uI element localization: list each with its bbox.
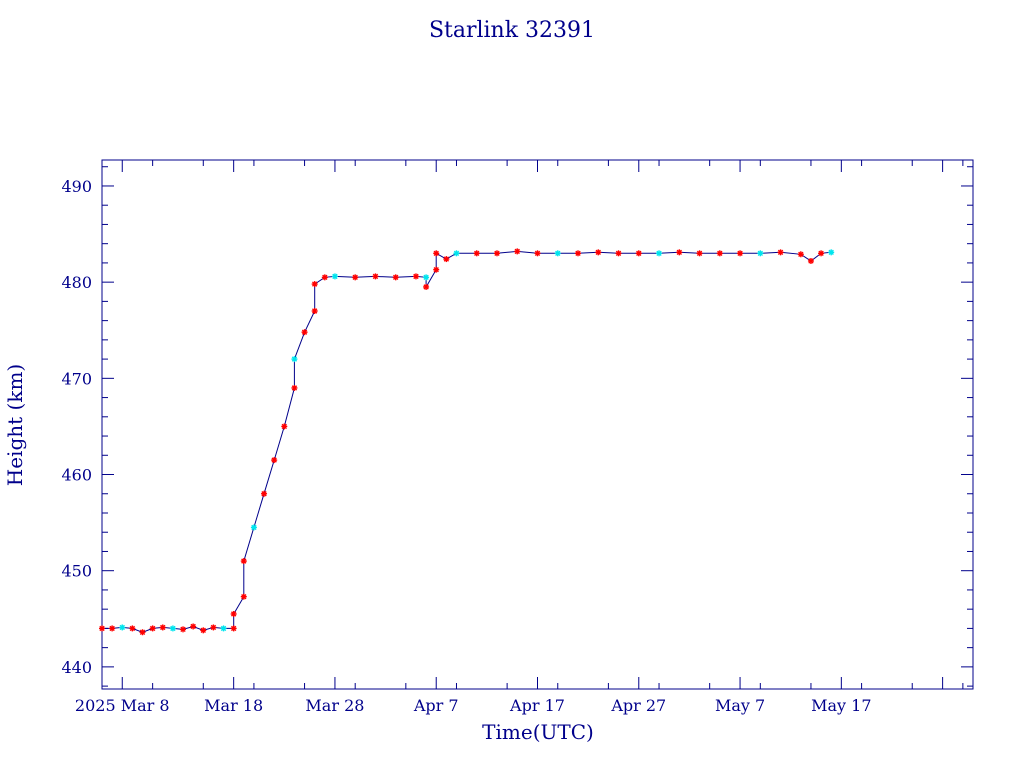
x-tick-label: Mar 18 xyxy=(204,696,263,715)
data-point xyxy=(200,627,207,634)
tick-label-group: 2025 Mar 8 Mar 18 Mar 28 Apr 7 Apr 17 Apr 27 M… xyxy=(61,177,871,715)
x-tick-label: Apr 7 xyxy=(413,696,459,715)
data-point xyxy=(311,308,318,315)
y-tick-label: 460 xyxy=(61,466,92,485)
data-point xyxy=(291,384,298,391)
data-point xyxy=(190,623,197,630)
data-point xyxy=(635,250,642,257)
data-point xyxy=(392,274,399,281)
data-point xyxy=(281,423,288,430)
y-tick-label: 440 xyxy=(61,658,92,677)
data-point xyxy=(595,249,602,256)
data-point xyxy=(615,250,622,257)
data-point xyxy=(119,624,126,631)
data-point xyxy=(372,273,379,280)
data-point xyxy=(230,610,237,617)
x-tick-label: Apr 17 xyxy=(509,696,565,715)
x-tick-label: 2025 Mar 8 xyxy=(75,696,170,715)
data-point xyxy=(240,593,247,600)
data-point xyxy=(676,249,683,256)
x-tick-label: May 17 xyxy=(811,696,871,715)
data-point xyxy=(159,624,166,631)
y-tick-label: 470 xyxy=(61,369,92,388)
data-point xyxy=(250,524,257,531)
data-point xyxy=(797,251,804,258)
data-point xyxy=(716,250,723,257)
data-point xyxy=(301,329,308,336)
data-point xyxy=(220,625,227,632)
data-point xyxy=(261,490,268,497)
x-axis-label: Time(UTC) xyxy=(482,720,594,744)
data-point xyxy=(139,629,146,636)
y-axis-label: Height (km) xyxy=(3,364,27,486)
tick-group xyxy=(101,160,973,689)
data-point xyxy=(240,558,247,565)
data-point xyxy=(473,250,480,257)
data-point xyxy=(423,274,430,281)
data-point xyxy=(737,250,744,257)
data-point xyxy=(230,625,237,632)
data-point xyxy=(433,250,440,257)
data-point xyxy=(352,274,359,281)
data-point xyxy=(493,250,500,257)
data-point xyxy=(210,624,217,631)
data-point xyxy=(129,625,136,632)
x-tick-label: May 7 xyxy=(715,696,765,715)
data-point xyxy=(777,249,784,256)
x-tick-label: Mar 28 xyxy=(305,696,364,715)
data-point xyxy=(311,281,318,288)
data-point xyxy=(443,256,450,263)
data-point xyxy=(423,283,430,290)
data-point xyxy=(180,626,187,633)
data-point xyxy=(514,248,521,255)
data-point xyxy=(575,250,582,257)
data-point xyxy=(412,273,419,280)
data-point xyxy=(453,250,460,257)
data-point xyxy=(656,250,663,257)
data-point xyxy=(757,250,764,257)
data-point xyxy=(818,250,825,257)
y-tick-label: 480 xyxy=(61,273,92,292)
data-point xyxy=(807,257,814,264)
data-point xyxy=(169,625,176,632)
data-point xyxy=(828,249,835,256)
data-point xyxy=(321,274,328,281)
y-tick-label: 450 xyxy=(61,562,92,581)
data-point xyxy=(291,356,298,363)
data-point xyxy=(271,457,278,464)
marker-group xyxy=(99,248,835,636)
chart-title: Starlink 32391 xyxy=(429,18,595,43)
data-point xyxy=(696,250,703,257)
data-point xyxy=(99,625,105,632)
series-line xyxy=(102,250,832,633)
data-point xyxy=(534,250,541,257)
x-tick-label: Apr 27 xyxy=(610,696,666,715)
data-point xyxy=(149,625,156,632)
data-point xyxy=(554,250,561,257)
y-tick-label: 490 xyxy=(61,177,92,196)
data-point xyxy=(433,266,440,273)
plot-frame xyxy=(101,159,974,690)
data-point xyxy=(331,273,338,280)
data-point xyxy=(109,625,116,632)
